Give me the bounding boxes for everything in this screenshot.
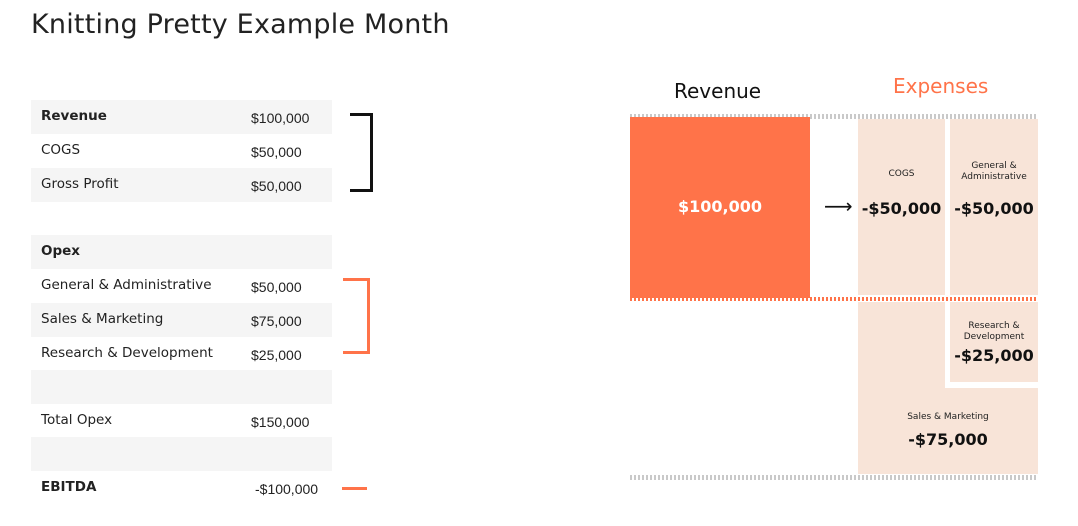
opex-bracket <box>343 278 370 354</box>
row-spacer <box>31 370 332 404</box>
sm-block-upper <box>858 302 945 388</box>
rd-label: Research & Development <box>963 321 1025 342</box>
row-revenue: Revenue $100,000 <box>31 100 332 134</box>
row-label: Research & Development <box>41 345 213 361</box>
row-opex: Opex <box>31 235 332 269</box>
revenue-baseline <box>630 297 1038 301</box>
page-title: Knitting Pretty Example Month <box>31 9 450 40</box>
row-label: Gross Profit <box>41 176 119 192</box>
bottom-dotted-line <box>630 475 1038 480</box>
sm-block: Sales & Marketing -$75,000 <box>858 388 1038 474</box>
cogs-value: -$50,000 <box>861 199 942 218</box>
rd-block: Research & Development -$25,000 <box>950 302 1038 382</box>
row-value: $50,000 <box>251 178 302 194</box>
row-label: EBITDA <box>41 479 97 495</box>
arrow-icon: ⟶ <box>824 194 853 218</box>
row-label: Sales & Marketing <box>41 311 164 327</box>
row-value: $100,000 <box>251 110 310 126</box>
row-label: Opex <box>41 243 81 259</box>
row-spacer <box>31 437 332 471</box>
revenue-value: $100,000 <box>677 197 762 216</box>
row-rd: Research & Development $25,000 <box>31 337 332 371</box>
row-value: -$100,000 <box>255 481 319 497</box>
gross-profit-bracket <box>350 113 373 192</box>
row-value: $50,000 <box>251 144 302 160</box>
row-ebitda: EBITDA -$100,000 <box>31 471 332 505</box>
row-cogs: COGS $50,000 <box>31 134 332 168</box>
row-sm: Sales & Marketing $75,000 <box>31 303 332 337</box>
ga-label: General & Administrative <box>961 161 1027 182</box>
sm-label: Sales & Marketing <box>907 412 989 422</box>
revenue-block: $100,000 <box>630 117 810 298</box>
row-spacer <box>31 202 332 236</box>
ebitda-marker <box>342 487 367 490</box>
row-value: $150,000 <box>251 414 310 430</box>
row-label: COGS <box>41 142 81 158</box>
row-value: $25,000 <box>251 347 302 363</box>
row-label: Total Opex <box>41 412 113 428</box>
ga-value: -$50,000 <box>954 199 1034 218</box>
row-ga: General & Administrative $50,000 <box>31 269 332 303</box>
sm-value: -$75,000 <box>908 430 988 449</box>
row-gross-profit: Gross Profit $50,000 <box>31 168 332 202</box>
row-value: $50,000 <box>251 279 302 295</box>
row-value: $75,000 <box>251 313 302 329</box>
cogs-label: COGS <box>888 169 915 179</box>
ga-block: General & Administrative -$50,000 <box>950 119 1038 295</box>
expenses-header: Expenses <box>893 74 989 98</box>
row-label: General & Administrative <box>41 277 212 293</box>
cogs-block: COGS -$50,000 <box>858 119 945 295</box>
row-total-opex: Total Opex $150,000 <box>31 404 332 438</box>
row-label: Revenue <box>41 108 107 124</box>
rd-value: -$25,000 <box>954 346 1034 365</box>
top-dotted-line <box>630 114 1038 119</box>
revenue-header: Revenue <box>674 79 762 103</box>
